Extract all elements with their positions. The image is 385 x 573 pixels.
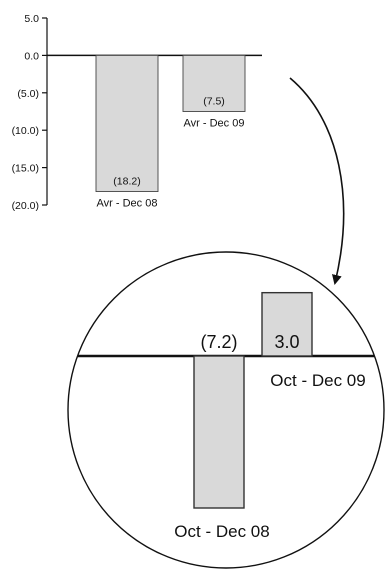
bar-value-label: 3.0 bbox=[274, 332, 299, 352]
y-tick-label: (15.0) bbox=[12, 163, 39, 175]
y-tick-label: 0.0 bbox=[24, 50, 39, 62]
category-label: Oct - Dec 08 bbox=[174, 522, 269, 541]
category-label: Oct - Dec 09 bbox=[270, 371, 365, 390]
y-tick-label: (20.0) bbox=[12, 200, 39, 212]
y-tick-label: (10.0) bbox=[12, 125, 39, 137]
magnifier-circle bbox=[67, 251, 385, 569]
zoomed-bar-chart: (7.2) Oct - Dec 08 3.0 Oct - Dec 09 bbox=[68, 291, 384, 541]
bar-value-label: (7.5) bbox=[203, 96, 225, 108]
zoomed-bar bbox=[261, 291, 313, 357]
bar-value-label: (7.2) bbox=[200, 332, 237, 352]
bar bbox=[182, 54, 246, 112]
bar-value-label: (18.2) bbox=[113, 176, 140, 188]
category-label: Avr - Dec 09 bbox=[184, 118, 245, 130]
top-bar-chart: 5.0 0.0 (5.0) (10.0) (15.0) (20.0) (18.2) Avr -… bbox=[12, 13, 262, 212]
zoom-arrow bbox=[289, 77, 345, 285]
y-tick-label: (5.0) bbox=[17, 88, 39, 100]
zoomed-bar bbox=[193, 355, 245, 509]
y-tick-label: 5.0 bbox=[24, 13, 39, 25]
bar bbox=[95, 54, 159, 192]
category-label: Avr - Dec 08 bbox=[97, 198, 158, 210]
